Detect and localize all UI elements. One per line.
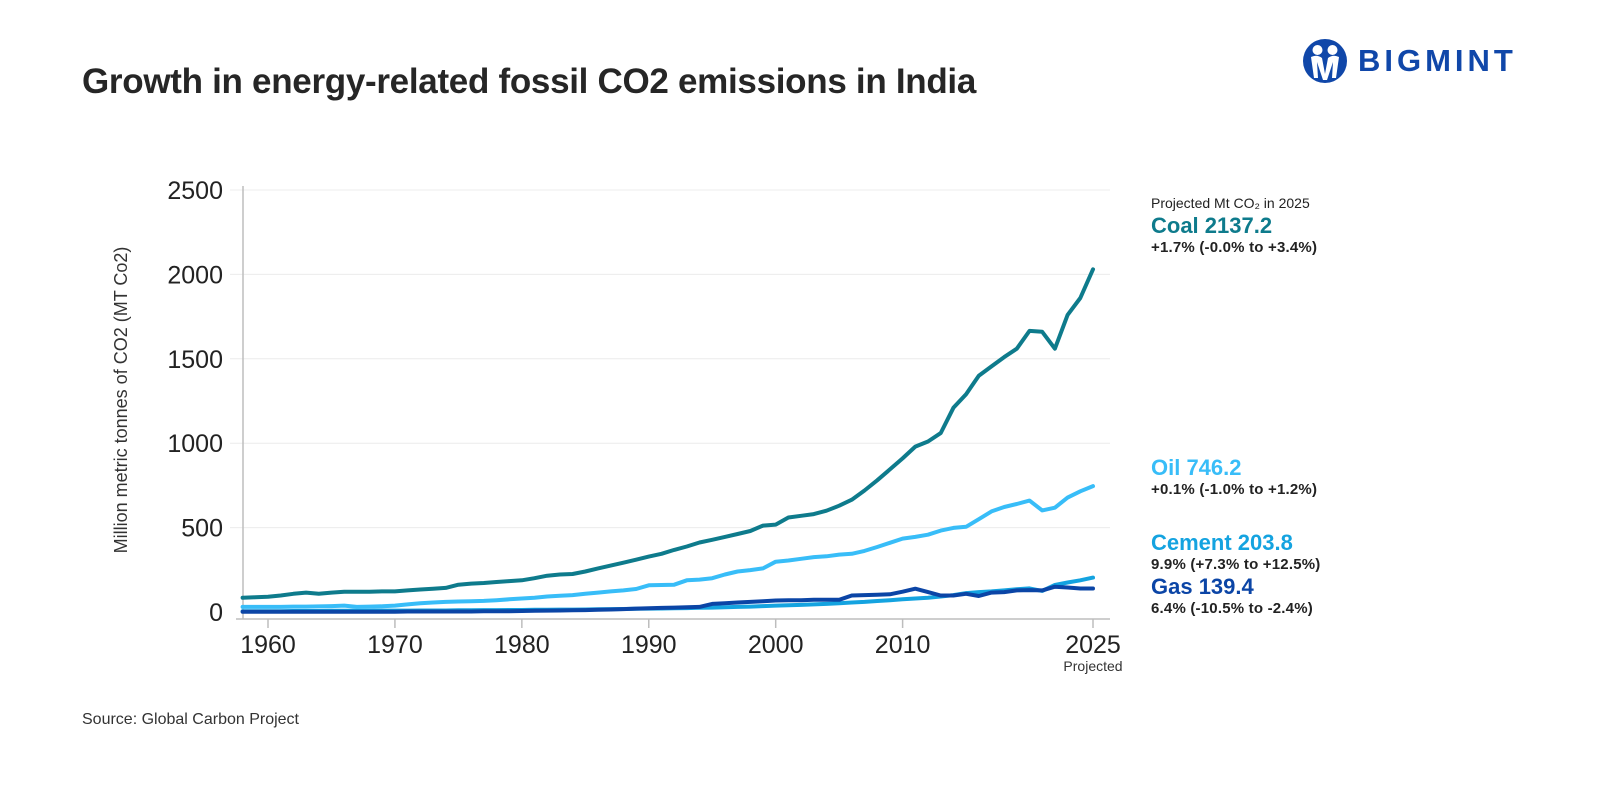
- y-tick-label: 500: [181, 515, 223, 543]
- series-lines: [240, 267, 1095, 614]
- series-line-gas: [240, 584, 1095, 614]
- x-tick-label: 1970: [367, 631, 423, 659]
- y-tick-label: 2000: [167, 261, 223, 289]
- x-tick-label: 2010: [875, 631, 931, 659]
- oil-label: Oil 746.2: [1151, 455, 1242, 480]
- series-line-oil: [240, 484, 1095, 609]
- annotation-coal: Coal 2137.2 +1.7% (-0.0% to +3.4%): [1151, 214, 1317, 258]
- y-tick-label: 2500: [167, 177, 223, 205]
- annotation-oil: Oil 746.2 +0.1% (-1.0% to +1.2%): [1151, 456, 1317, 500]
- annotation-heading: Projected Mt CO₂ in 2025: [1151, 195, 1310, 213]
- series-line-coal: [240, 267, 1095, 600]
- y-tick-label: 1500: [167, 346, 223, 374]
- axes: 0 500 1000 1500 2000 2500 1960 1970 1980 1990 2000…: [167, 177, 1122, 674]
- y-tick-label: 0: [209, 599, 223, 627]
- x-tick-label: 2025: [1065, 631, 1121, 659]
- y-tick-label: 1000: [167, 430, 223, 458]
- projection-heading: Projected Mt CO₂ in 2025: [1151, 195, 1310, 211]
- x-tick-label: 2000: [748, 631, 804, 659]
- y-axis-title: Million metric tonnes of CO2 (MT Co2): [111, 247, 131, 554]
- coal-range: +1.7% (-0.0% to +3.4%): [1151, 239, 1318, 256]
- cement-label: Cement 203.8: [1151, 530, 1293, 555]
- chart-title: Growth in energy-related fossil CO2 emis…: [82, 62, 977, 101]
- cement-range: 9.9% (+7.3% to +12.5%): [1151, 556, 1321, 573]
- annotation-gas: Gas 139.4 6.4% (-10.5% to -2.4%): [1151, 575, 1313, 619]
- oil-range: +0.1% (-1.0% to +1.2%): [1151, 481, 1318, 498]
- bigmint-logo-icon: [1303, 39, 1347, 83]
- x-tick-label: 1990: [621, 631, 677, 659]
- source-note: Source: Global Carbon Project: [82, 711, 299, 728]
- annotation-cement: Cement 203.8 9.9% (+7.3% to +12.5%): [1151, 531, 1320, 575]
- gas-range: 6.4% (-10.5% to -2.4%): [1151, 600, 1313, 617]
- gridlines: [230, 189, 1110, 529]
- logo-text: BIGMINT: [1358, 43, 1517, 78]
- x-tick-label: 1980: [494, 631, 550, 659]
- projected-note: Projected: [1063, 658, 1122, 674]
- x-tick-label: 1960: [240, 631, 296, 659]
- gas-label: Gas 139.4: [1151, 574, 1254, 599]
- coal-label: Coal 2137.2: [1151, 213, 1273, 238]
- brand-logo: BIGMINT: [1302, 38, 1517, 84]
